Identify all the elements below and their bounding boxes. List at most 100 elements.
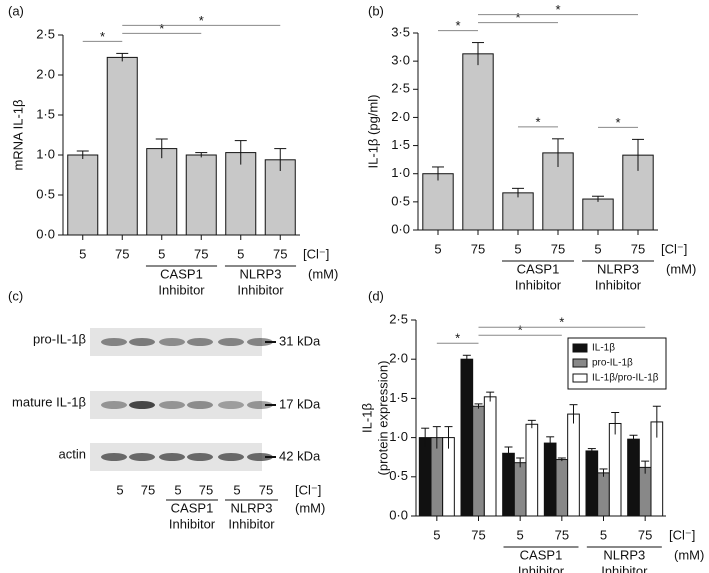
x-unit: [Cl⁻]: [669, 527, 695, 542]
bar: [67, 154, 99, 236]
bar: [525, 423, 539, 517]
significance-label: *: [455, 331, 460, 346]
x-tick-label: 75: [194, 246, 208, 261]
blot-band: [218, 453, 244, 461]
y-axis-label: IL-1β (pg/ml): [365, 95, 380, 169]
group-sublabel: Inhibitor: [515, 277, 562, 292]
x-tick-label: 75: [471, 527, 485, 542]
blot-band: [129, 338, 155, 346]
y-tick-label: 0·5: [389, 468, 408, 483]
blot-band: [187, 401, 213, 409]
group-sublabel: Inhibitor: [518, 563, 565, 573]
significance-label: *: [455, 18, 460, 33]
bar: [608, 422, 622, 517]
blot-band: [218, 401, 244, 409]
bar: [483, 396, 497, 517]
panel-label: (c): [8, 288, 23, 303]
bar: [543, 442, 557, 517]
x-tick-label: 75: [273, 246, 287, 261]
bar: [472, 405, 485, 517]
y-tick-label: 0·0: [391, 221, 410, 236]
x-tick-label: 5: [158, 246, 165, 261]
significance-label: *: [535, 114, 540, 129]
y-tick-label: 2·5: [36, 26, 55, 41]
lane-label: 5: [233, 482, 240, 497]
bar: [597, 472, 610, 517]
significance-label: *: [555, 2, 560, 17]
bar: [627, 438, 640, 517]
x-tick-label: 5: [514, 241, 521, 256]
significance-label: *: [518, 323, 523, 338]
bar: [185, 154, 217, 236]
bar: [567, 413, 580, 517]
blot-row-label: mature IL-1β: [12, 394, 86, 409]
panel-label: (a): [8, 3, 24, 18]
y-tick-label: 2·5: [389, 311, 408, 326]
lane-label: 75: [199, 482, 213, 497]
group-label: NLRP3: [597, 261, 639, 276]
group-label: NLRP3: [231, 500, 273, 515]
x-tick-label: 5: [594, 241, 601, 256]
bar: [460, 358, 474, 517]
blot-band: [129, 401, 155, 409]
blot-band: [247, 338, 273, 346]
x-tick-label: 75: [638, 527, 652, 542]
y-tick-label: 1·0: [389, 429, 408, 444]
bar: [225, 152, 257, 236]
x-tick-label: 5: [79, 246, 86, 261]
y-axis-label: mRNA IL-1β: [10, 99, 25, 170]
y-tick-label: 1·0: [36, 146, 55, 161]
bar: [638, 466, 652, 517]
bar: [585, 450, 599, 517]
blot-band: [101, 338, 127, 346]
significance-label: *: [615, 115, 620, 130]
significance-label: *: [559, 315, 564, 330]
significance-label: *: [159, 21, 164, 36]
x-unit: (mM): [666, 261, 696, 276]
y-tick-label: 2·0: [389, 351, 408, 366]
group-label: CASP1: [520, 547, 563, 562]
x-tick-label: 5: [433, 527, 440, 542]
x-unit: (mM): [308, 266, 338, 281]
x-tick-label: 75: [631, 241, 645, 256]
x-unit: [Cl⁻]: [303, 246, 329, 261]
group-sublabel: Inhibitor: [237, 282, 284, 297]
bar: [418, 437, 432, 517]
blot-band: [159, 338, 185, 346]
blot-band: [101, 401, 127, 409]
y-tick-label: 1·5: [36, 106, 55, 121]
bar: [582, 198, 614, 231]
y-tick-label: 0·5: [391, 193, 410, 208]
bar: [146, 148, 178, 236]
y-tick-label: 3·0: [391, 53, 410, 68]
panel-label: (b): [368, 3, 384, 18]
x-tick-label: 75: [551, 241, 565, 256]
x-unit: [Cl⁻]: [661, 241, 687, 256]
x-unit: (mM): [295, 500, 325, 515]
significance-label: *: [100, 29, 105, 44]
blot-band: [159, 453, 185, 461]
y-tick-label: 0·0: [389, 507, 408, 522]
group-sublabel: Inhibitor: [601, 563, 648, 573]
y-tick-label: 2·5: [391, 81, 410, 96]
x-unit: [Cl⁻]: [295, 482, 321, 497]
x-tick-label: 5: [517, 527, 524, 542]
legend-label: IL-1β/pro-IL-1β: [592, 373, 659, 384]
bar: [462, 53, 494, 231]
lane-label: 5: [116, 482, 123, 497]
significance-label: *: [515, 10, 520, 25]
x-tick-label: 5: [600, 527, 607, 542]
group-sublabel: Inhibitor: [595, 277, 642, 292]
blot-marker: 17 kDa: [279, 396, 321, 411]
group-sublabel: Inhibitor: [158, 282, 205, 297]
y-tick-label: 0·5: [36, 186, 55, 201]
bar: [555, 459, 569, 517]
blot-band: [159, 401, 185, 409]
group-label: NLRP3: [603, 547, 645, 562]
bar: [264, 159, 296, 236]
blot-marker: 31 kDa: [279, 333, 321, 348]
blot-marker: 42 kDa: [279, 448, 321, 463]
bar: [502, 452, 515, 517]
x-tick-label: 5: [237, 246, 244, 261]
